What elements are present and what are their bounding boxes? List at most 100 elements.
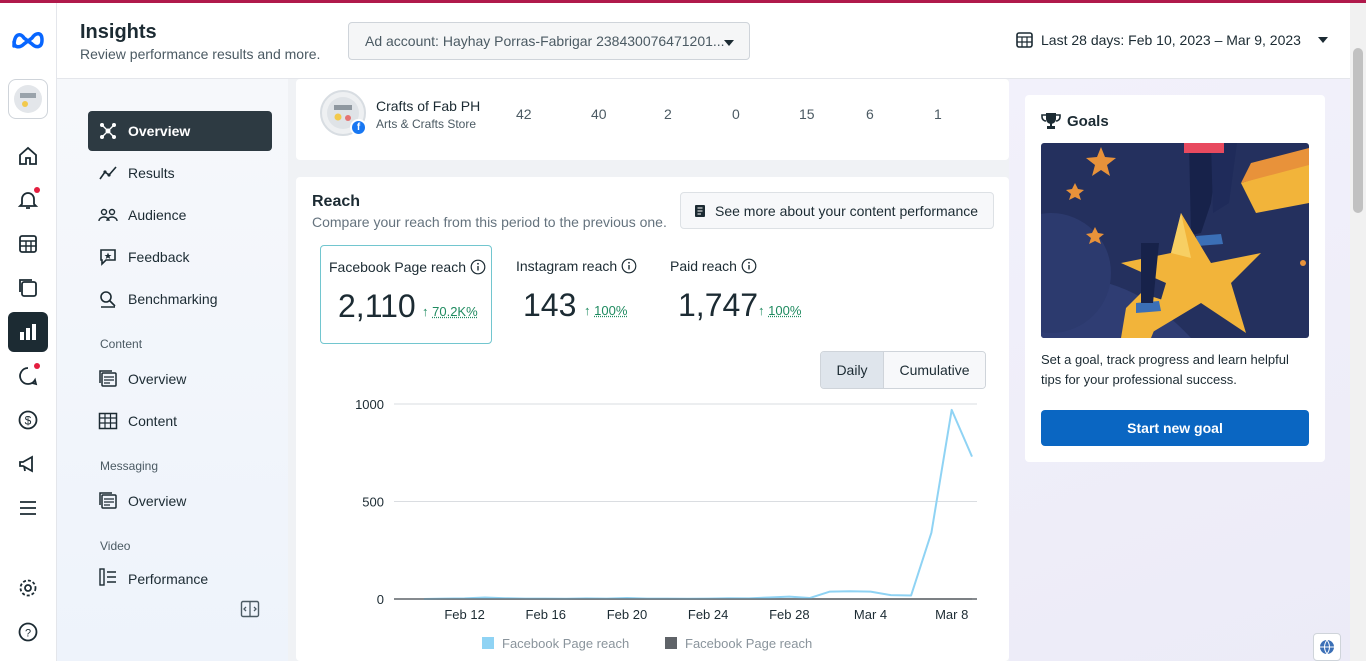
sidebar-item-label: Results xyxy=(128,165,175,181)
page-stat: 2 xyxy=(664,106,672,122)
sidebar-item-overview[interactable]: Overview xyxy=(88,111,272,151)
section-messaging: Messaging xyxy=(100,459,159,473)
scrollbar-thumb[interactable] xyxy=(1353,48,1363,213)
sidebar-item-content[interactable]: Content xyxy=(88,401,272,441)
help-icon[interactable]: ? xyxy=(8,612,48,652)
sidebar-item-label: Performance xyxy=(128,571,209,587)
metric-label: Facebook Page reach xyxy=(329,259,486,275)
x-tick-label: Mar 4 xyxy=(854,607,887,622)
y-tick-label: 1000 xyxy=(355,397,384,412)
metric-value: 143 xyxy=(523,287,577,323)
section-content: Content xyxy=(100,337,143,351)
menu-icon[interactable] xyxy=(8,488,48,528)
insights-icon[interactable] xyxy=(8,312,48,352)
sidebar-item-results[interactable]: Results xyxy=(88,153,272,193)
goals-description: Set a goal, track progress and learn hel… xyxy=(1041,352,1289,387)
sidebar-item-messaging-overview[interactable]: Overview xyxy=(88,481,272,521)
cumulative-toggle-button[interactable]: Cumulative xyxy=(884,352,985,388)
sidebar-item-label: Overview xyxy=(128,371,187,387)
metric-label-text: Facebook Page reach xyxy=(329,259,466,275)
sidebar-item-label: Feedback xyxy=(128,249,190,265)
x-tick-label: Feb 28 xyxy=(769,607,809,622)
series-line-facebook-reach xyxy=(423,408,973,600)
daily-toggle-button[interactable]: Daily xyxy=(821,352,884,388)
page-header: Insights Review performance results and … xyxy=(57,3,1350,79)
info-icon[interactable] xyxy=(741,258,757,274)
legend-label: Facebook Page reach xyxy=(685,636,812,651)
home-icon[interactable] xyxy=(8,136,48,176)
benchmarking-icon xyxy=(100,291,116,308)
metric-change: ↑ 100% xyxy=(758,303,801,318)
x-tick-label: Feb 12 xyxy=(444,607,484,622)
reach-title: Reach xyxy=(312,193,361,210)
ad-account-label: Ad account: Hayhay Porras-Fabrigar 23843… xyxy=(365,33,725,49)
legend-swatch xyxy=(665,637,677,649)
settings-icon[interactable] xyxy=(8,568,48,608)
info-icon[interactable] xyxy=(621,258,637,274)
reach-card: Reach Compare your reach from this perio… xyxy=(296,177,1009,661)
date-range-label: Last 28 days: Feb 10, 2023 – Mar 9, 2023 xyxy=(1041,31,1301,48)
metric-change-value: 70.2K% xyxy=(432,304,478,319)
sidebar-item-benchmarking[interactable]: Benchmarking xyxy=(88,279,272,319)
arrow-up-icon: ↑ xyxy=(422,304,429,319)
metric-facebook-page-reach[interactable]: Facebook Page reach 2,110 ↑ 70.2K% xyxy=(320,245,492,344)
meta-logo-icon[interactable] xyxy=(8,20,48,60)
overview-icon xyxy=(100,123,116,139)
sidebar-item-content-overview[interactable]: Overview xyxy=(88,359,272,399)
content-icon[interactable] xyxy=(8,268,48,308)
sidebar-item-label: Overview xyxy=(128,493,187,509)
metric-change-value: 100% xyxy=(594,303,628,318)
goals-card: Goals Set a goal, track progress and lea… xyxy=(1025,95,1325,462)
page-stat: 15 xyxy=(799,106,815,122)
y-tick-label: 500 xyxy=(362,495,384,510)
see-more-content-button[interactable]: See more about your content performance xyxy=(680,192,994,229)
sidebar-item-audience[interactable]: Audience xyxy=(88,195,272,235)
sidebar-item-feedback[interactable]: Feedback xyxy=(88,237,272,277)
performance-icon xyxy=(99,568,116,586)
metric-paid-reach[interactable]: Paid reach 1,747 ↑ 100% xyxy=(662,245,822,344)
ad-account-dropdown[interactable]: Ad account: Hayhay Porras-Fabrigar 23843… xyxy=(348,22,750,60)
caret-down-icon xyxy=(724,40,734,46)
globe-icon[interactable] xyxy=(1313,633,1341,661)
legend-label: Facebook Page reach xyxy=(502,636,629,651)
ads-icon[interactable] xyxy=(8,444,48,484)
page-stat: 42 xyxy=(516,106,532,122)
start-new-goal-button[interactable]: Start new goal xyxy=(1041,410,1309,446)
content-overview-icon xyxy=(99,370,117,387)
metric-instagram-reach[interactable]: Instagram reach 143 ↑ 100% xyxy=(508,245,658,344)
sidebar-item-video-performance[interactable]: Performance xyxy=(88,561,272,587)
insights-sidebar: Overview Results Audience Feedback Bench… xyxy=(57,79,288,661)
notifications-icon[interactable] xyxy=(8,180,48,220)
sidebar-item-label: Content xyxy=(128,413,178,429)
svg-text:$: $ xyxy=(25,414,32,428)
metric-change-value: 100% xyxy=(768,303,802,318)
reach-line-chart: 0 500 1000 Feb 12 Feb 16 Feb 20 Feb 24 Feb 28 Ma… xyxy=(355,397,977,651)
monetization-icon[interactable]: $ xyxy=(8,400,48,440)
page-avatar[interactable] xyxy=(8,79,48,119)
sidebar-item-label: Audience xyxy=(128,207,187,223)
reach-subtitle: Compare your reach from this period to t… xyxy=(312,214,667,230)
section-video: Video xyxy=(100,539,131,553)
audience-icon xyxy=(98,208,118,222)
sidebar-item-label: Overview xyxy=(128,123,191,139)
svg-text:?: ? xyxy=(25,628,31,640)
info-icon[interactable] xyxy=(470,259,486,275)
metric-label: Instagram reach xyxy=(516,258,637,274)
document-icon xyxy=(695,204,705,217)
x-tick-label: Feb 20 xyxy=(607,607,647,622)
page-name[interactable]: Crafts of Fab PH xyxy=(376,98,481,114)
legend-swatch xyxy=(482,637,494,649)
collapse-sidebar-icon[interactable] xyxy=(240,600,260,623)
goals-title: Goals xyxy=(1041,112,1109,130)
inbox-icon[interactable] xyxy=(8,356,48,396)
planner-icon[interactable] xyxy=(8,224,48,264)
arrow-up-icon: ↑ xyxy=(758,303,765,318)
date-range-picker[interactable]: Last 28 days: Feb 10, 2023 – Mar 9, 2023 xyxy=(1016,31,1329,48)
metric-label: Paid reach xyxy=(670,258,757,274)
trophy-icon xyxy=(1041,113,1061,129)
calendar-icon xyxy=(1016,32,1033,48)
metric-change: ↑ 70.2K% xyxy=(422,304,478,319)
page-stat: 0 xyxy=(732,106,740,122)
page-stat: 40 xyxy=(591,106,607,122)
x-tick-label: Feb 16 xyxy=(526,607,566,622)
